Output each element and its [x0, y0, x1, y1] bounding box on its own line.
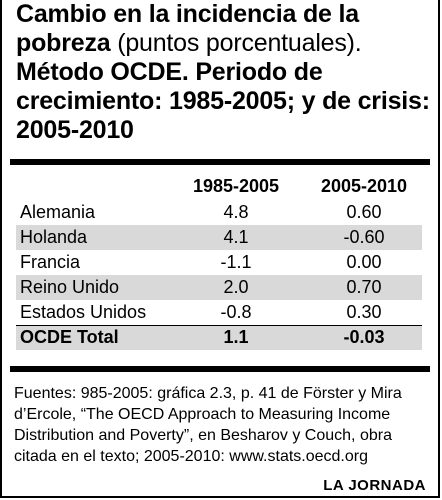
- table-row: Francia -1.1 0.00: [16, 250, 422, 275]
- row-value-1985-2005: 4.8: [223, 202, 249, 222]
- top-rule: [10, 159, 430, 165]
- table-header: 1985-2005 2005-2010: [16, 174, 422, 200]
- row-country: Francia: [20, 252, 81, 272]
- row-country: Reino Unido: [20, 277, 120, 297]
- row-value-2005-2010: 0.70: [346, 277, 382, 297]
- row-value-2005-2010: 0.00: [346, 252, 382, 272]
- row-country: Holanda: [20, 227, 88, 247]
- row-value-1985-2005: 4.1: [223, 227, 249, 247]
- header-cell-2005-2010: 2005-2010: [320, 176, 408, 196]
- header-cell-1985-2005: 1985-2005: [192, 176, 280, 196]
- row-value-1985-2005: -1.1: [220, 252, 252, 272]
- row-country: OCDE Total: [20, 327, 119, 347]
- row-value-1985-2005: 2.0: [223, 277, 249, 297]
- table-row: Estados Unidos -0.8 0.30: [16, 300, 422, 325]
- source-note: Fuentes: 985-2005: gráfica 2.3, p. 41 de…: [14, 385, 402, 465]
- table-row: Reino Unido 2.0 0.70: [16, 275, 422, 300]
- row-value-2005-2010: 0.60: [346, 202, 382, 222]
- row-value-1985-2005: -0.8: [220, 302, 252, 322]
- title-lead-bold: Cambio en la incidencia de la pobreza: [16, 0, 359, 57]
- table-row-total: OCDE Total 1.1 -0.03: [16, 325, 422, 350]
- table-row: Alemania 4.8 0.60: [16, 200, 422, 225]
- data-table: 1985-2005 2005-2010 Alemania 4.8 0.60 Ho…: [16, 174, 422, 350]
- table-row: Holanda 4.1 -0.60: [16, 225, 422, 250]
- row-value-2005-2010: 0.30: [346, 302, 382, 322]
- row-value-2005-2010: -0.60: [343, 227, 385, 247]
- row-value-1985-2005: 1.1: [223, 327, 249, 347]
- title-lead-regular: (puntos porcentuales).: [110, 29, 362, 57]
- row-value-2005-2010: -0.03: [343, 327, 385, 347]
- row-country: Estados Unidos: [20, 302, 147, 322]
- bottom-rule: [10, 366, 430, 372]
- title-rest-bold: Método OCDE. Periodo de crecimiento: 198…: [16, 58, 430, 144]
- credit-label: LA JORNADA: [323, 477, 426, 494]
- figure-title: Cambio en la incidencia de la pobreza (p…: [16, 0, 432, 145]
- row-country: Alemania: [20, 202, 96, 222]
